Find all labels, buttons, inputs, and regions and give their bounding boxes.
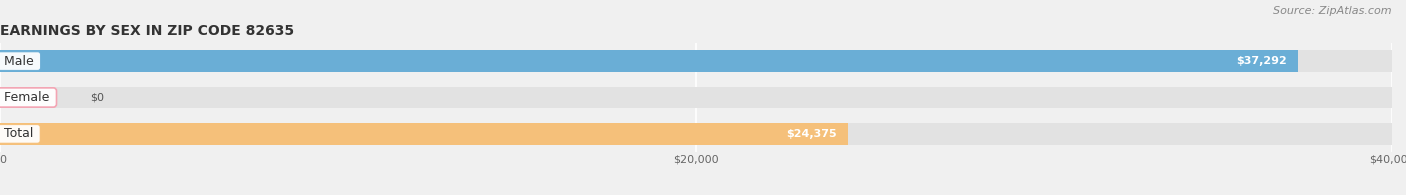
Text: EARNINGS BY SEX IN ZIP CODE 82635: EARNINGS BY SEX IN ZIP CODE 82635 <box>0 24 294 38</box>
Text: $37,292: $37,292 <box>1236 56 1286 66</box>
Bar <box>0 50 1392 72</box>
Text: Total: Total <box>0 127 38 140</box>
Bar <box>0 123 848 145</box>
Text: Female: Female <box>0 91 53 104</box>
Text: Male: Male <box>0 55 38 68</box>
Text: Source: ZipAtlas.com: Source: ZipAtlas.com <box>1274 6 1392 16</box>
Bar <box>0 50 1298 72</box>
Text: $24,375: $24,375 <box>786 129 837 139</box>
Bar <box>0 87 1392 108</box>
Text: $0: $0 <box>90 92 104 103</box>
Bar <box>0 123 1392 145</box>
